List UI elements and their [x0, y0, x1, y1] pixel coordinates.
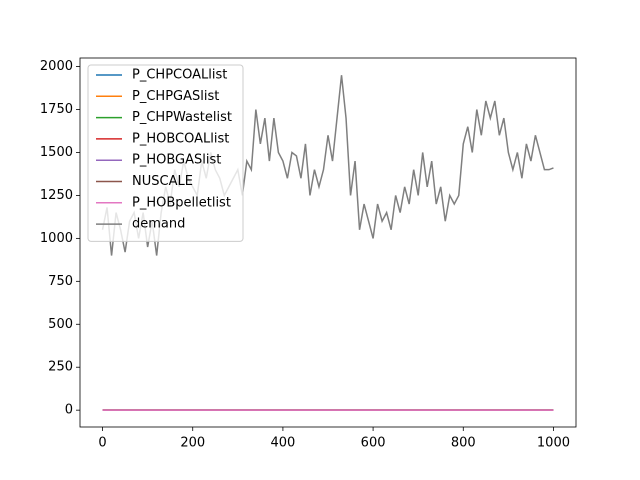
x-tick-label: 1000 — [537, 436, 570, 451]
y-tick-label: 2000 — [40, 59, 73, 74]
x-tick-label: 800 — [451, 436, 476, 451]
y-tick-label: 250 — [48, 360, 73, 375]
x-tick-label: 0 — [98, 436, 106, 451]
x-tick-label: 200 — [180, 436, 205, 451]
x-tick-label: 400 — [270, 436, 295, 451]
y-tick-label: 750 — [48, 274, 73, 289]
legend-label: P_HOBpelletlist — [132, 195, 231, 210]
plot-frame — [79, 57, 577, 428]
y-tick-label: 1250 — [40, 188, 73, 203]
legend-label: P_CHPGASlist — [132, 89, 219, 104]
legend-box — [87, 64, 244, 242]
y-tick-label: 1750 — [40, 102, 73, 117]
y-tick-label: 500 — [48, 317, 73, 332]
legend-label: NUSCALE — [132, 174, 193, 189]
legend-label: demand — [132, 217, 185, 232]
y-tick-label: 1500 — [40, 145, 73, 160]
legend-label: P_CHPWastelist — [132, 110, 232, 125]
y-tick-label: 1000 — [40, 231, 73, 246]
y-tick-label: 0 — [65, 403, 73, 418]
legend-label: P_CHPCOALlist — [132, 68, 227, 83]
legend-label: P_HOBGASlist — [132, 153, 221, 168]
x-tick-label: 600 — [361, 436, 386, 451]
legend-label: P_HOBCOALlist — [132, 131, 229, 146]
